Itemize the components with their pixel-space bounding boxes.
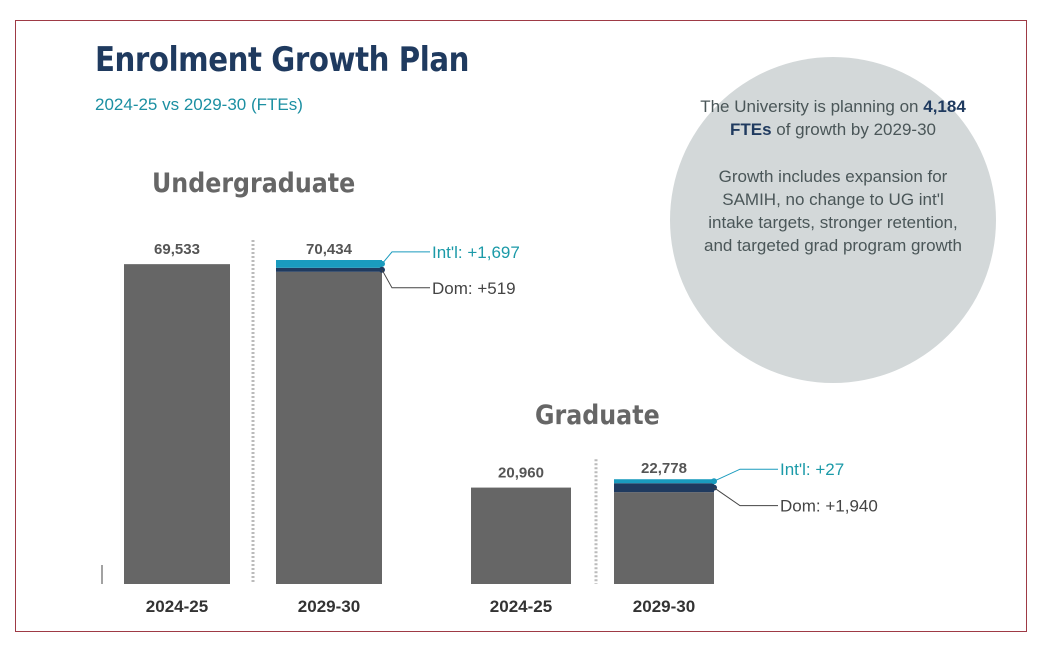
- grad-intl-leader-line: [713, 468, 778, 482]
- grad-category-label-2024-25: 2024-25: [490, 597, 552, 616]
- ug-bar-2029-30-intl-growth: [276, 260, 382, 268]
- callout-paragraph-2: Growth includes expansion for SAMIH, no …: [704, 167, 962, 255]
- ug-bar-2029-30-dom-growth: [276, 267, 382, 272]
- grad-dom-leader-line: [713, 487, 778, 507]
- grad-bar-2029-30-dom-growth: [614, 483, 714, 493]
- graduate-heading: Graduate: [535, 400, 660, 431]
- ug-bar-2029-30-base: [276, 271, 382, 584]
- page-title: Enrolment Growth Plan: [95, 40, 470, 80]
- outer-frame: [15, 20, 1027, 632]
- ug-bar-2024-25: [124, 264, 230, 584]
- grad-value-label-2029-30: 22,778: [641, 460, 687, 477]
- ug-category-label-2029-30: 2029-30: [298, 597, 360, 616]
- ug-category-label-2024-25: 2024-25: [146, 597, 208, 616]
- ug-value-label-2024-25: 69,533: [154, 241, 200, 258]
- ug-dom-annotation: Dom: +519: [432, 279, 516, 298]
- page-subtitle: 2024-25 vs 2029-30 (FTEs): [95, 95, 303, 114]
- grad-intl-annotation: Int'l: +27: [780, 460, 844, 479]
- growth-callout: The University is planning on 4,184 FTEs…: [670, 57, 996, 383]
- grad-bar-2029-30-intl-growth: [614, 479, 714, 484]
- ug-dom-leader-line: [381, 269, 430, 289]
- grad-dom-annotation: Dom: +1,940: [780, 497, 878, 516]
- ug-intl-leader-line: [381, 251, 430, 265]
- callout-highlight: 4,184 FTEs: [729, 97, 966, 139]
- undergraduate-heading: Undergraduate: [152, 168, 356, 199]
- ug-intl-annotation: Int'l: +1,697: [432, 243, 520, 262]
- grad-bar-2024-25: [471, 487, 571, 584]
- grad-bar-2029-30-base: [614, 492, 714, 584]
- grad-value-label-2024-25: 20,960: [498, 465, 544, 482]
- ug-value-label-2029-30: 70,434: [306, 241, 353, 258]
- callout-paragraph-1: The University is planning on 4,184 FTEs…: [700, 97, 966, 139]
- grad-category-label-2029-30: 2029-30: [633, 597, 695, 616]
